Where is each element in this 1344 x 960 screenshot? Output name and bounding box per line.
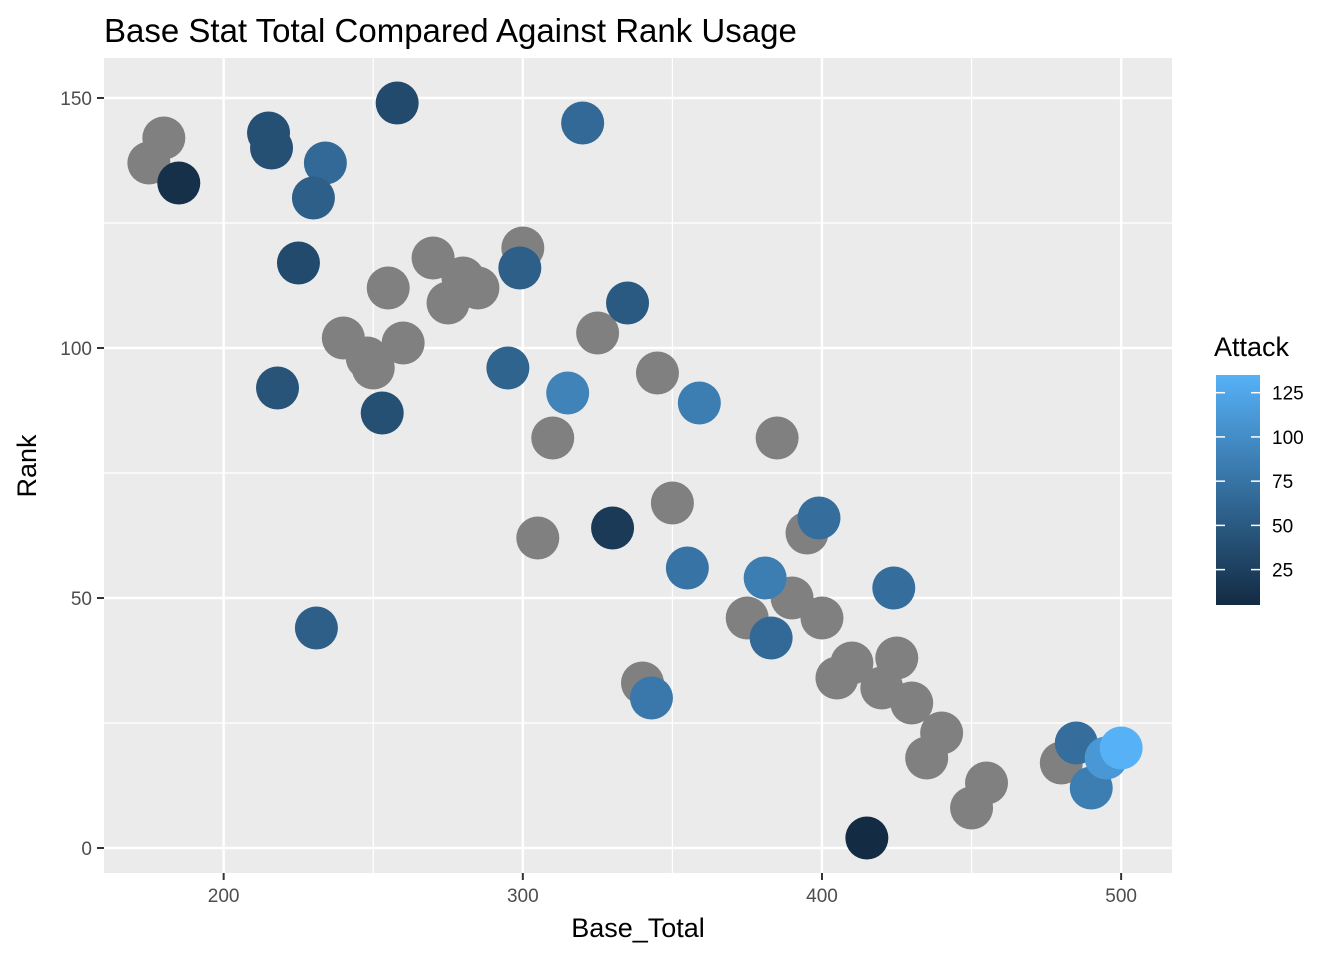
data-point-na [965, 761, 1009, 805]
data-point-na [905, 736, 949, 780]
data-point-na [345, 336, 389, 380]
y-tick-label: 100 [60, 339, 92, 360]
data-point [360, 391, 404, 435]
data-point [872, 566, 916, 610]
x-tick-label: 500 [1105, 886, 1137, 907]
legend-title: Attack [1214, 332, 1290, 362]
y-axis: 0 50 100 150 [60, 89, 104, 860]
data-point-na [531, 416, 575, 460]
data-point-na [875, 636, 919, 680]
data-point [561, 101, 605, 145]
data-point [591, 506, 635, 550]
data-point-na [755, 416, 799, 460]
data-point-na [456, 266, 500, 310]
y-axis-title: Rank [12, 434, 42, 498]
x-tick-label: 200 [208, 886, 240, 907]
grid-lines [104, 58, 1172, 873]
x-tick-label: 400 [806, 886, 838, 907]
data-point-na [800, 596, 844, 640]
data-point [629, 676, 673, 720]
data-point [749, 616, 793, 660]
data-point [498, 246, 542, 290]
data-point [665, 546, 709, 590]
data-point [294, 606, 338, 650]
y-tick-label: 0 [81, 839, 92, 860]
data-point-na [366, 266, 410, 310]
legend-tick-label: 50 [1272, 516, 1293, 537]
data-point-na [635, 351, 679, 395]
legend-ticks: 25 50 75 100 125 [1216, 384, 1304, 582]
y-tick-label: 50 [71, 589, 92, 610]
data-point-na [890, 681, 934, 725]
legend-tick-label: 25 [1272, 561, 1293, 582]
data-point-na [576, 311, 620, 355]
plot-panel [104, 58, 1172, 873]
data-point-na [650, 481, 694, 525]
x-axis-title: Base_Total [571, 913, 705, 943]
data-point [797, 496, 841, 540]
data-point [845, 816, 889, 860]
x-tick-label: 300 [507, 886, 539, 907]
data-point [486, 346, 530, 390]
data-point [291, 176, 335, 220]
data-point [375, 81, 419, 125]
data-point [303, 141, 347, 185]
y-tick-label: 150 [60, 89, 92, 110]
legend-tick-label: 100 [1272, 428, 1304, 449]
data-point-na [381, 321, 425, 365]
data-point [250, 126, 294, 170]
data-point [1099, 726, 1143, 770]
data-point [256, 366, 300, 410]
x-axis: 200 300 400 500 [208, 873, 1137, 907]
legend-tick-label: 75 [1272, 472, 1293, 493]
chart-title: Base Stat Total Compared Against Rank Us… [104, 12, 797, 49]
data-point [743, 556, 787, 600]
data-points [127, 81, 1143, 860]
data-point-na [142, 116, 186, 160]
data-point [546, 371, 590, 415]
data-point [157, 161, 201, 205]
data-point-na [830, 641, 874, 685]
legend-tick-label: 125 [1272, 384, 1304, 405]
data-point [606, 281, 650, 325]
color-legend: Attack 25 50 75 100 125 [1214, 332, 1304, 605]
data-point [276, 241, 320, 285]
data-point-na [516, 516, 560, 560]
data-point [677, 381, 721, 425]
legend-colorbar [1216, 375, 1260, 605]
